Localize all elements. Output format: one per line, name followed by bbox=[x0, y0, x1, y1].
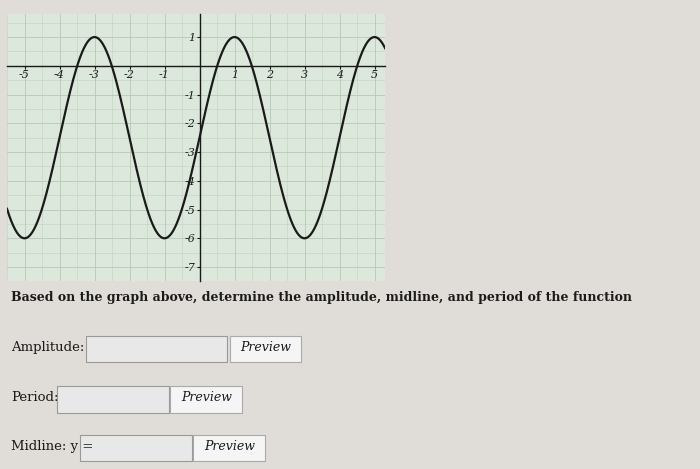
Text: Midline: y =: Midline: y = bbox=[11, 440, 94, 453]
FancyBboxPatch shape bbox=[230, 336, 302, 362]
FancyBboxPatch shape bbox=[193, 435, 265, 461]
Text: Amplitude:: Amplitude: bbox=[11, 340, 85, 354]
FancyBboxPatch shape bbox=[80, 435, 193, 461]
Text: Preview: Preview bbox=[181, 391, 232, 404]
Text: Based on the graph above, determine the amplitude, midline, and period of the fu: Based on the graph above, determine the … bbox=[11, 291, 633, 304]
Text: Preview: Preview bbox=[204, 440, 255, 453]
FancyBboxPatch shape bbox=[86, 336, 227, 362]
Text: Period:: Period: bbox=[11, 391, 59, 404]
FancyBboxPatch shape bbox=[171, 386, 242, 413]
Text: Preview: Preview bbox=[240, 340, 291, 354]
FancyBboxPatch shape bbox=[57, 386, 169, 413]
